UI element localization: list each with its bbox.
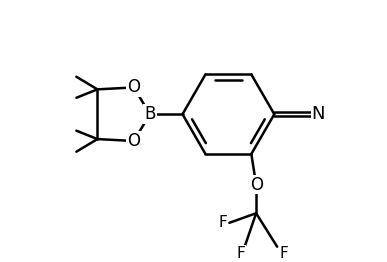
Text: B: B [144,105,156,123]
Text: O: O [127,132,140,150]
Text: F: F [218,215,227,230]
Text: O: O [127,78,140,96]
Text: F: F [236,246,245,261]
Text: N: N [312,105,325,123]
Text: F: F [279,246,288,261]
Text: O: O [250,176,263,194]
